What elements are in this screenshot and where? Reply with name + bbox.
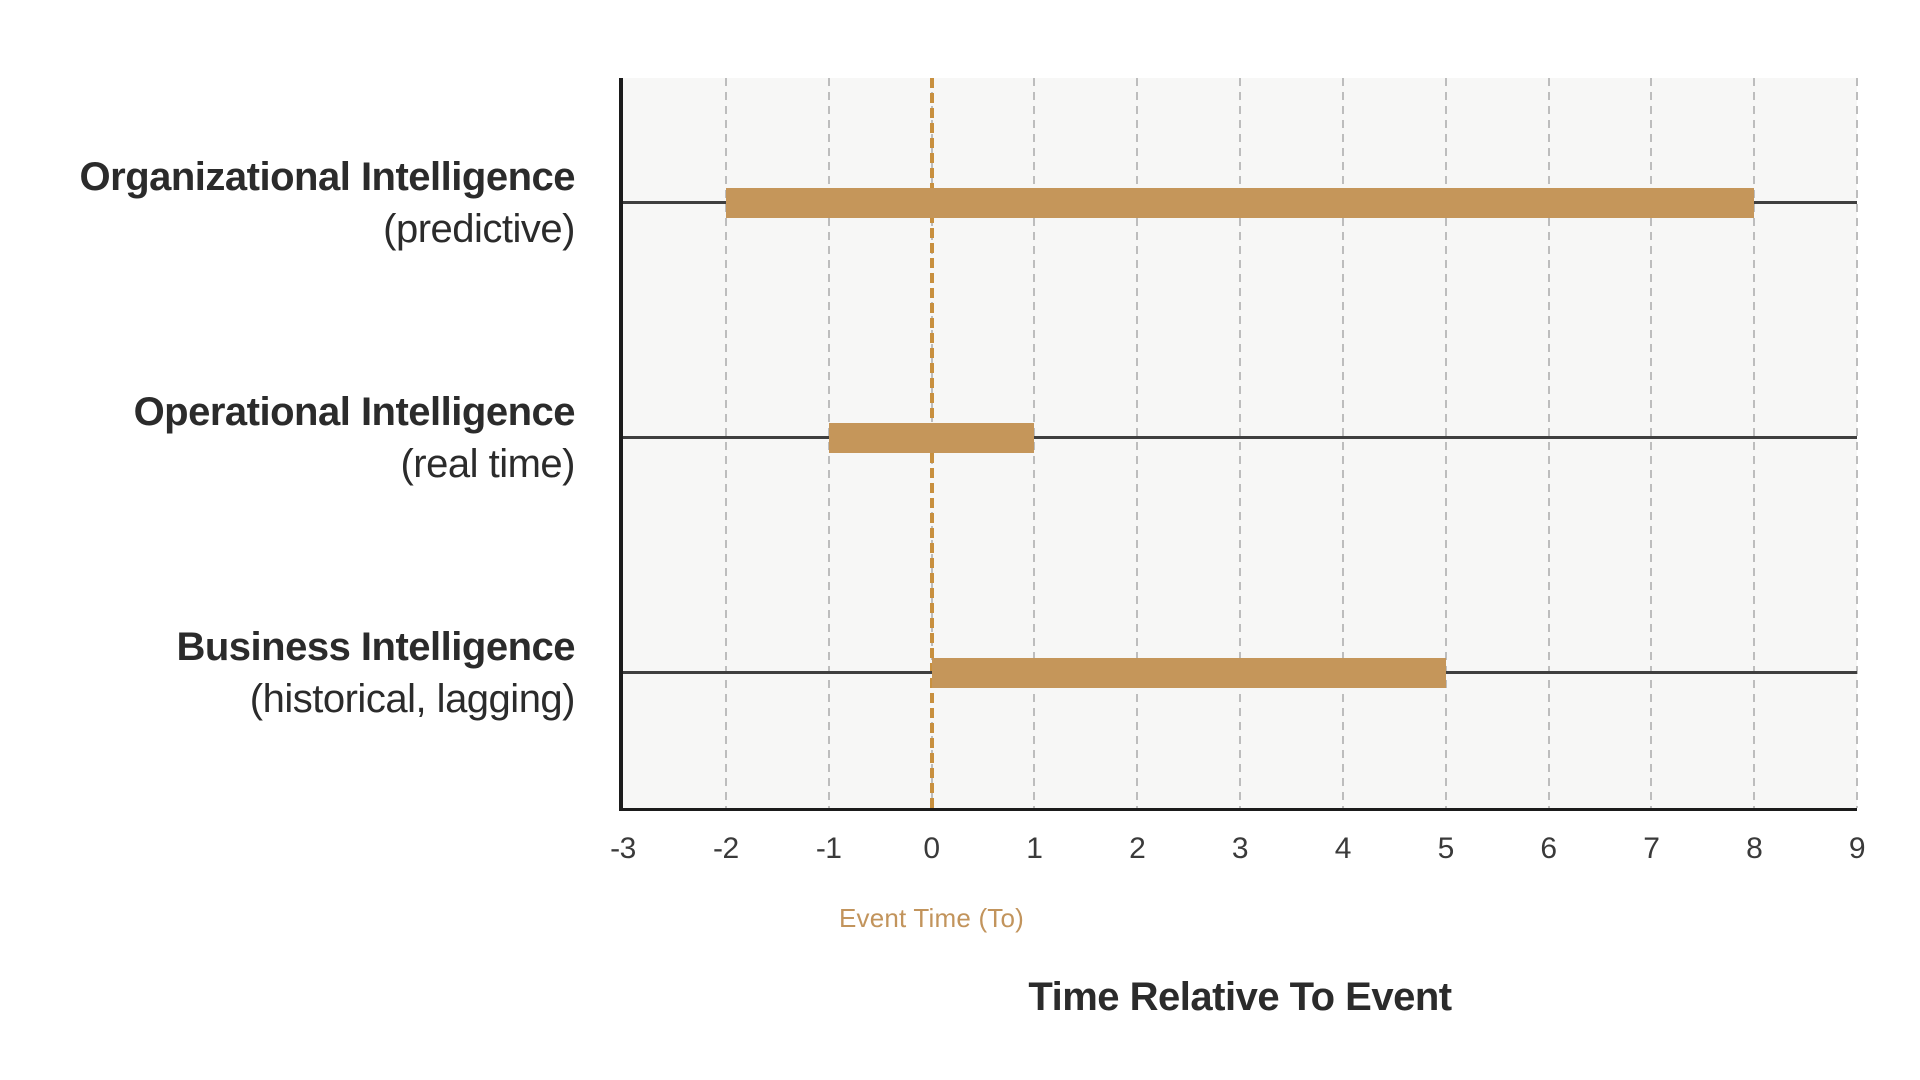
x-tick-label: 5	[1437, 832, 1455, 865]
gridline	[1650, 78, 1653, 808]
x-tick-label: -2	[712, 832, 739, 865]
gridline	[1856, 78, 1858, 808]
x-tick-label: 2	[1129, 832, 1146, 865]
category-name: Business Intelligence	[176, 624, 575, 669]
x-axis-line	[619, 808, 1857, 811]
category-label: Operational Intelligence (real time)	[0, 386, 576, 490]
category-label: Business Intelligence (historical, laggin…	[0, 621, 575, 725]
y-axis-line	[619, 78, 623, 811]
x-tick-label: -3	[610, 832, 636, 865]
category-qualifier: (real time)	[400, 441, 575, 486]
gridline	[1444, 78, 1447, 808]
bar	[828, 422, 1035, 453]
x-axis-label: Event Time (To)	[838, 903, 1025, 933]
category-qualifier: (predictive)	[383, 206, 575, 251]
gridline	[1136, 78, 1139, 808]
x-tick-label: 1	[1026, 832, 1043, 865]
x-tick-label: 9	[1848, 832, 1866, 865]
category-name: Organizational Intelligence	[79, 154, 576, 199]
x-tick-label: 4	[1334, 832, 1352, 865]
x-tick-label: 3	[1231, 832, 1249, 865]
category-label: Organizational Intelligence (predictive)	[0, 151, 576, 255]
x-tick-label: 8	[1746, 832, 1763, 865]
gridline	[1033, 78, 1036, 808]
x-tick-label: 0	[923, 832, 940, 865]
gridline	[1239, 78, 1241, 808]
bar	[725, 187, 1755, 218]
category-name: Operational Intelligence	[133, 389, 576, 434]
chart-title: Time Relative To Event	[1028, 975, 1452, 1019]
gridline	[1753, 78, 1756, 808]
row-baseline	[621, 436, 1857, 440]
x-tick-label: 7	[1643, 832, 1660, 865]
gridline	[1547, 78, 1550, 808]
bar	[931, 657, 1446, 688]
gridline	[1341, 78, 1344, 808]
x-tick-label: -1	[815, 832, 842, 865]
gridline	[724, 78, 727, 808]
category-qualifier: (historical, lagging)	[249, 676, 576, 721]
x-tick-label: 6	[1540, 832, 1557, 865]
